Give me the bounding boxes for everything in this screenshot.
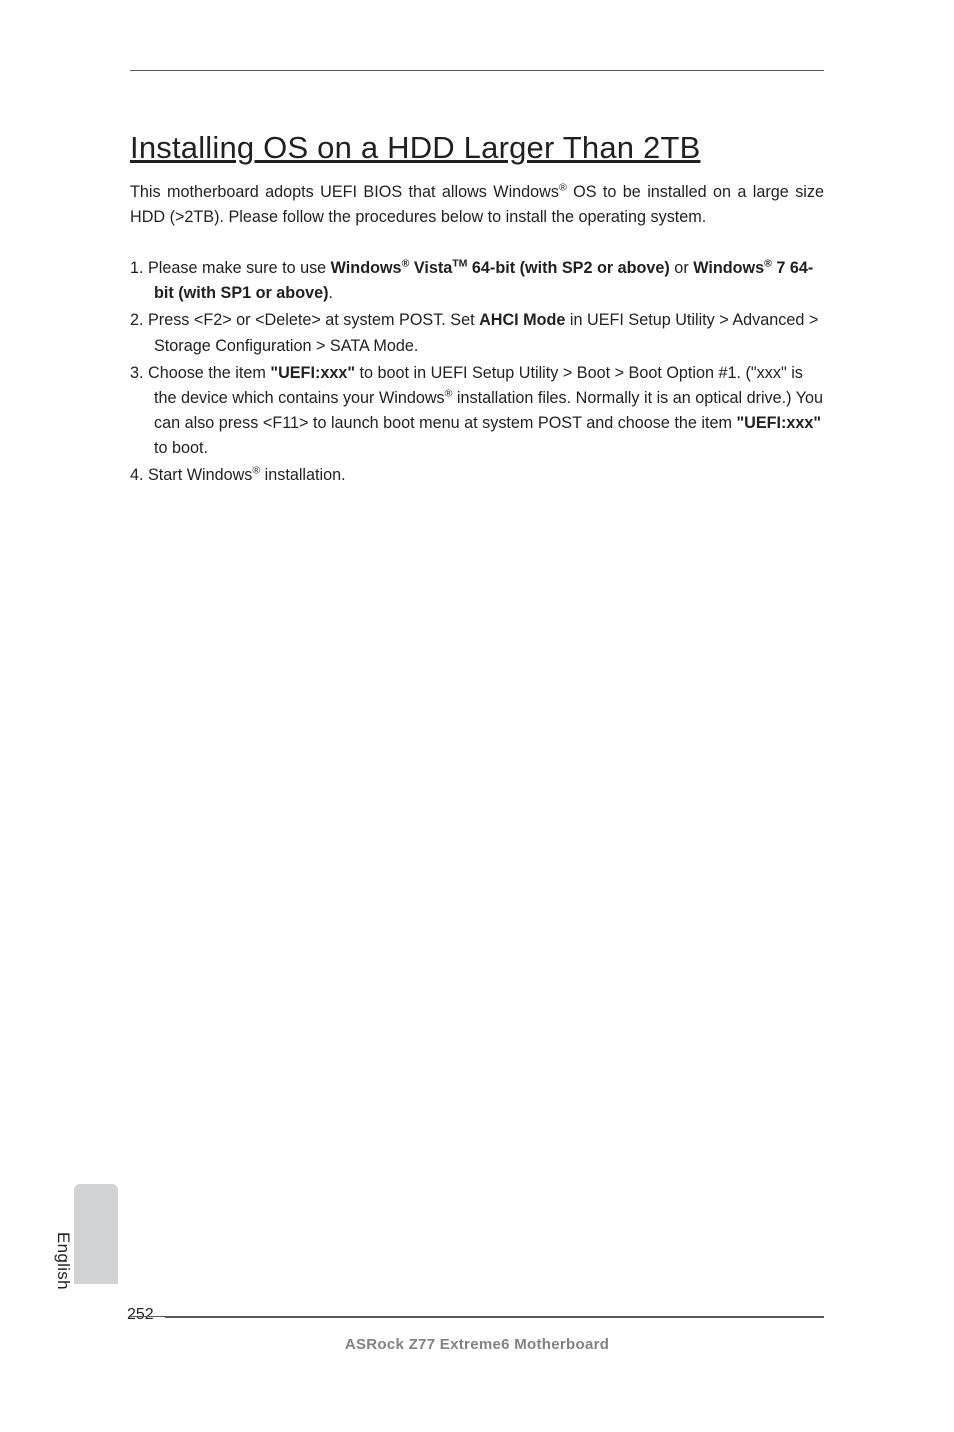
step-text: ® (252, 465, 260, 477)
intro-paragraph: This motherboard adopts UEFI BIOS that a… (130, 180, 824, 230)
page-number: 252 (127, 1306, 154, 1324)
step-text: Vista (409, 259, 452, 277)
step-text: TM (452, 258, 467, 270)
step-text: . (328, 284, 333, 302)
footer-text: ASRock Z77 Extreme6 Motherboard (0, 1336, 954, 1353)
step-text: or (670, 259, 693, 277)
step-text: Start Windows (144, 466, 253, 484)
step-text: Windows (693, 259, 764, 277)
page: Installing OS on a HDD Larger Than 2TB T… (0, 0, 954, 1432)
intro-text-a: This motherboard adopts UEFI BIOS that a… (130, 183, 559, 201)
step-number: 1. (130, 259, 144, 277)
content-block: Installing OS on a HDD Larger Than 2TB T… (130, 130, 824, 490)
step-text: 64-bit (with SP2 or above) (467, 259, 669, 277)
step-item: 2. Press <F2> or <Delete> at system POST… (130, 308, 824, 358)
step-text: installation. (260, 466, 345, 484)
step-text: Press <F2> or <Delete> at system POST. S… (144, 311, 480, 329)
step-number: 4. (130, 466, 144, 484)
step-text: Choose the item (144, 364, 271, 382)
step-item: 4. Start Windows® installation. (130, 463, 824, 488)
step-item: 1. Please make sure to use Windows® Vist… (130, 256, 824, 306)
step-text: Windows (331, 259, 402, 277)
step-text: ® (764, 258, 772, 270)
intro-reg-1: ® (559, 182, 567, 194)
side-tab (74, 1184, 118, 1284)
step-text: AHCI Mode (479, 311, 565, 329)
step-text: "UEFI:xxx" (270, 364, 355, 382)
steps-list: 1. Please make sure to use Windows® Vist… (130, 256, 824, 488)
page-title: Installing OS on a HDD Larger Than 2TB (130, 130, 824, 166)
step-text: Please make sure to use (144, 259, 331, 277)
side-tab-label: English (53, 1232, 73, 1290)
step-text: "UEFI:xxx" (736, 414, 821, 432)
step-number: 2. (130, 311, 144, 329)
step-text: to boot. (154, 439, 208, 457)
step-item: 3. Choose the item "UEFI:xxx" to boot in… (130, 361, 824, 461)
footer-rule-thick (165, 1316, 824, 1318)
top-rule (130, 70, 824, 71)
step-number: 3. (130, 364, 144, 382)
